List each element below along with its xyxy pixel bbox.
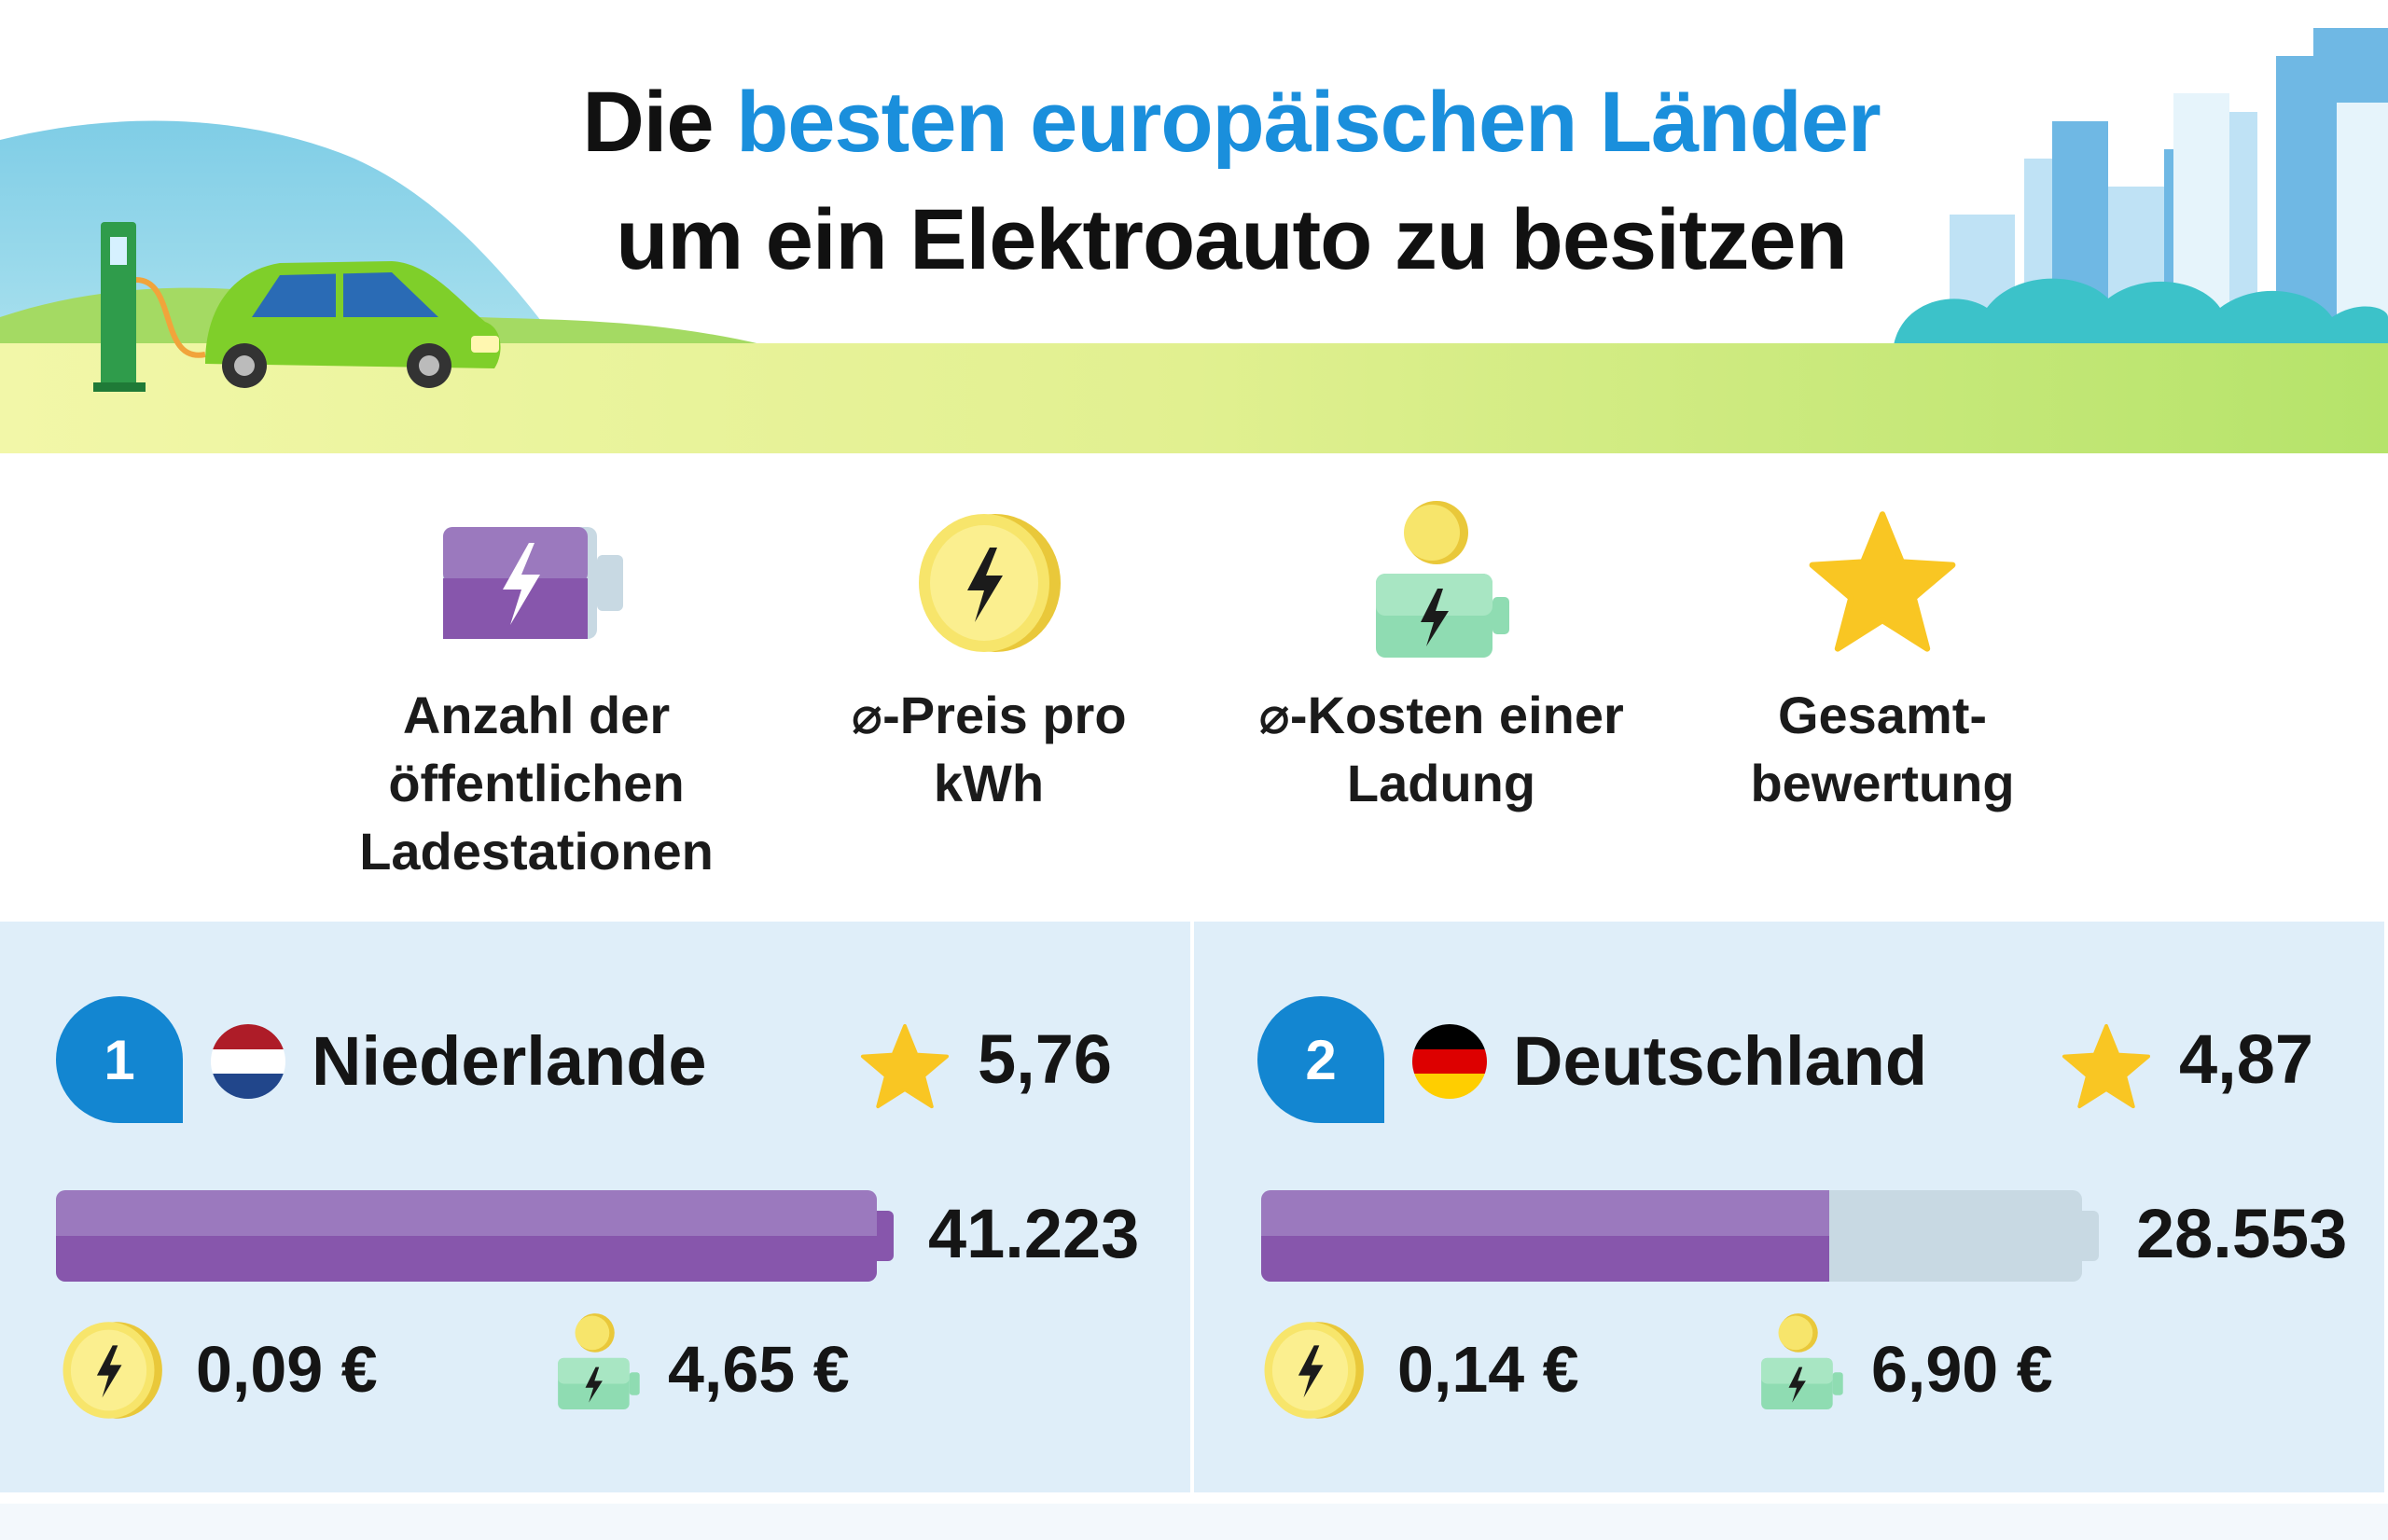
charge-cost-icon: [558, 1313, 640, 1409]
battery-cap: [2082, 1211, 2099, 1261]
charge-cost-icon: [1761, 1313, 1843, 1409]
charge-cost-icon: [1376, 501, 1509, 658]
country-card: 1 Niederlande 5,76 41.223: [0, 922, 1190, 1492]
coin-lightning-icon: [919, 514, 1061, 652]
price-kwh-value: 0,09 €: [196, 1333, 378, 1406]
header-banner: Die besten europäischen Länder um ein El…: [0, 0, 2388, 457]
title-line2: um ein Elektroauto zu besitzen: [616, 192, 1848, 287]
title-accent: besten europäischen Länder: [736, 75, 1881, 170]
legend-label-line: Gesamt-: [1777, 686, 1988, 744]
coin-lightning-icon: [62, 1322, 162, 1419]
title-part1: Die: [582, 75, 714, 170]
flag-germany-icon: [1412, 1024, 1487, 1099]
legend-label-line: ⌀-Preis pro: [851, 686, 1127, 744]
bottom-strip: [0, 1504, 2388, 1540]
legend-label-line: kWh: [933, 754, 1045, 812]
stations-bar-fill: [56, 1190, 877, 1282]
legend-label-line: Ladestationen: [359, 822, 714, 881]
country-card: 2 Deutschland 4,87 28.553: [1194, 922, 2384, 1492]
legend-item-rating: Gesamt- bewertung: [1668, 494, 2097, 817]
flag-netherlands-icon: [211, 1024, 285, 1099]
legend-item-price: ⌀-Preis pro kWh: [774, 494, 1203, 817]
stations-bar-track: [1261, 1190, 2082, 1282]
battery-cap: [877, 1211, 894, 1261]
star-icon: [2062, 1023, 2151, 1109]
legend-item-stations: Anzahl der öffentlichen Ladestationen: [322, 494, 751, 885]
star-icon: [860, 1023, 950, 1109]
legend-label-line: Ladung: [1346, 754, 1536, 812]
rank-badge: 2: [1257, 996, 1384, 1123]
country-panels: 1 Niederlande 5,76 41.223: [0, 922, 2388, 1500]
price-kwh-value: 0,14 €: [1397, 1333, 1579, 1406]
country-name: Niederlande: [312, 1022, 707, 1100]
rating-value: 4,87: [2179, 1020, 2314, 1098]
charge-cost-value: 6,90 €: [1871, 1333, 2053, 1406]
battery-icon: [443, 527, 623, 639]
stations-bar-fill: [1261, 1190, 1829, 1282]
legend-label-line: öffentlichen: [388, 754, 685, 812]
legend-item-charge-cost: ⌀-Kosten einer Ladung: [1227, 494, 1656, 817]
stations-value: 41.223: [928, 1195, 1140, 1272]
stations-value: 28.553: [2136, 1195, 2348, 1272]
stations-bar-track: [56, 1190, 877, 1282]
coin-lightning-icon: [1264, 1322, 1364, 1419]
legend-label-line: bewertung: [1750, 754, 2015, 812]
rating-value: 5,76: [978, 1020, 1113, 1098]
charge-cost-value: 4,65 €: [668, 1333, 850, 1406]
legend-label-line: Anzahl der: [402, 686, 671, 744]
rank-badge: 1: [56, 996, 183, 1123]
legend-label-line: ⌀-Kosten einer: [1258, 686, 1624, 744]
landscape-illustration: [0, 28, 2388, 453]
page-title: Die besten europäischen Länder um ein El…: [354, 63, 2108, 298]
country-name: Deutschland: [1513, 1022, 1928, 1100]
star-icon: [1809, 511, 1956, 652]
